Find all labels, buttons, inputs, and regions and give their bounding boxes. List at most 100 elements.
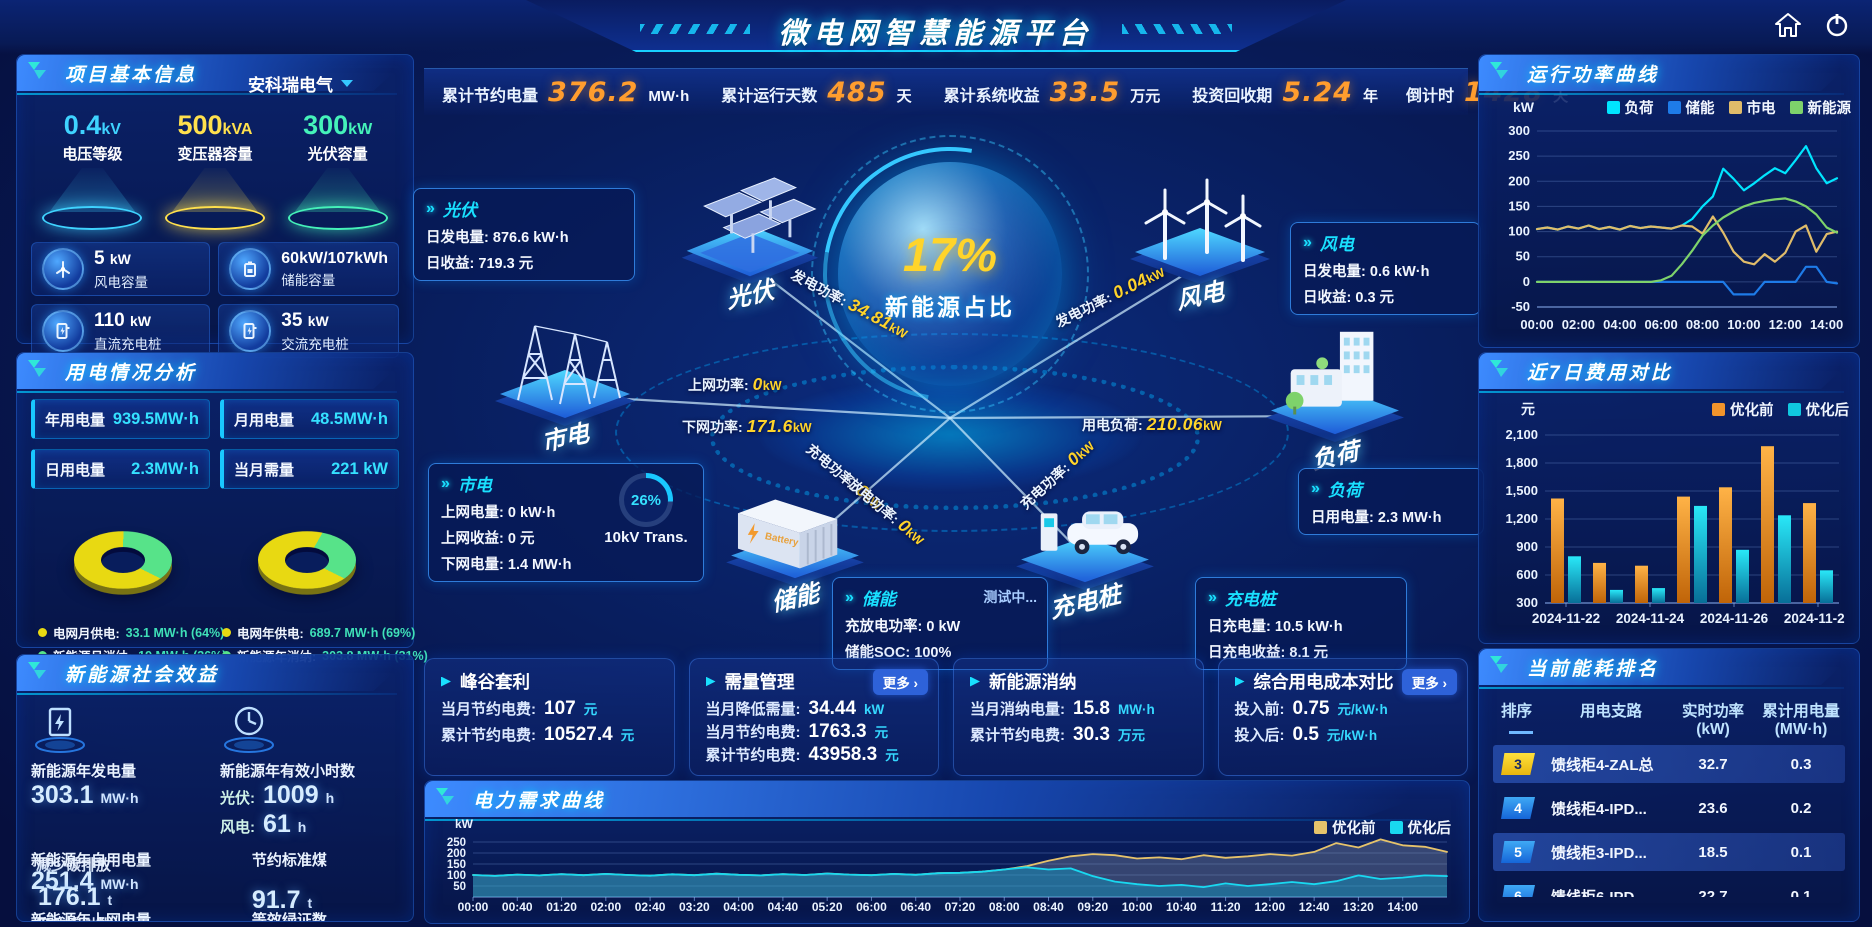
home-icon[interactable] (1774, 12, 1802, 38)
panel-title: 运行功率曲线 (1527, 64, 1660, 86)
summary-cards-row: 峰谷套利 当月节约电费: 107 元 累计节约电费: 10527.4 元 需量管理 更多… (424, 658, 1468, 776)
corner-glyph-icon (970, 676, 980, 687)
ranking-table-body[interactable]: 3 馈线柜4-ZAL总 32.7 0.3 4 馈线柜4-IPD... 23.6 0.2 5 馈线柜… (1493, 745, 1845, 897)
svg-text:03:20: 03:20 (679, 900, 710, 914)
stat-transformer-capacity: 500kVA 变压器容量 (159, 110, 271, 230)
svg-text:1,500: 1,500 (1505, 483, 1538, 498)
ranking-row[interactable]: 5 馈线柜3-IPD... 18.5 0.1 (1493, 833, 1845, 871)
stat-month-demand: 当月需量 221 kW (220, 449, 399, 489)
col-rank: 排序 (1493, 699, 1551, 734)
legend-item[interactable]: 优化前 (1314, 817, 1376, 838)
flow-load-power: 用电负荷: 210.06kW (1082, 414, 1222, 434)
node-load[interactable]: 负荷 (1255, 318, 1415, 475)
power-tower-icon (495, 325, 635, 426)
svg-text:200: 200 (1508, 173, 1530, 188)
svg-text:600: 600 (1516, 567, 1538, 582)
benefit-self-use: 新能源年自用电量 减少碳排放 251.4 MW·h 176.1 t (31, 852, 152, 911)
legend-item[interactable]: 储能 (1667, 97, 1715, 118)
svg-text:07:20: 07:20 (945, 900, 976, 914)
header-decor-left (640, 24, 750, 34)
arrow-icon: » (845, 588, 854, 606)
more-button[interactable]: 更多 › (1401, 669, 1457, 695)
charging-pile-icon (42, 310, 84, 352)
arrow-icon: » (1311, 479, 1320, 497)
panel-header: 电力需求曲线 (425, 781, 1469, 821)
legend-item[interactable]: 优化后 (1389, 817, 1451, 838)
svg-text:04:40: 04:40 (768, 900, 799, 914)
svg-text:100: 100 (1508, 224, 1530, 239)
corner-glyph-icon (1234, 676, 1245, 687)
spotlight-stats: 0.4kV 电压等级 500kVA 变压器容量 300kW 光伏容量 (31, 110, 399, 230)
ranking-row[interactable]: 4 馈线柜4-IPD... 23.6 0.2 (1493, 789, 1845, 827)
realtime-power: 22.7 (1698, 887, 1728, 898)
legend-item[interactable]: 新能源 (1789, 97, 1851, 118)
col-energy: 累计用电量 (MW·h) (1762, 703, 1840, 738)
panel-header: 项目基本信息 (17, 55, 413, 95)
legend-item[interactable]: 负荷 (1606, 97, 1654, 118)
donut-year-chart: 电网年供电:689.7 MW·h (69%) 新能源年消纳:303.8 MW·h… (222, 505, 428, 665)
branch-name: 馈线柜3-IPD... (1551, 844, 1647, 862)
svg-text:300: 300 (1516, 595, 1538, 610)
light-cone (171, 168, 258, 212)
svg-text:00:00: 00:00 (458, 900, 489, 914)
ranking-table-header: 排序 用电支路 实时功率 (kW) 累计用电量 (MW·h) (1493, 699, 1845, 739)
svg-text:200: 200 (447, 848, 466, 860)
light-cone (49, 168, 136, 212)
more-button[interactable]: 更多 › (872, 669, 928, 695)
legend-swatch (1728, 101, 1742, 114)
panel-cost-compare-7d: 近7日费用对比 元 优化前 优化后 300 600 900 1,200 1,500 1,80… (1478, 352, 1860, 644)
stat-month-usage: 月用电量 48.5MW·h (220, 399, 399, 439)
panel-renewable-benefits: 新能源社会效益 新能源年发电量 303.1 MW·h (16, 654, 414, 922)
card-renewable-consumption: 新能源消纳 当月消纳电量: 15.8 MW·h 累计节约电费: 30.3 万元 (953, 658, 1204, 776)
ranking-row[interactable]: 3 馈线柜4-ZAL总 32.7 0.3 (1493, 745, 1845, 783)
benefit-generation: 新能源年发电量 303.1 MW·h (31, 701, 210, 839)
kpi-revenue: 累计系统收益 33.5 万元 (943, 76, 1161, 108)
svg-text:13:20: 13:20 (1343, 900, 1374, 914)
svg-text:02:00: 02:00 (1562, 317, 1595, 332)
transformer-load-ring: 26% (619, 473, 673, 527)
cumulative-energy: 0.3 (1790, 755, 1812, 773)
company-dropdown[interactable]: 安科瑞电气 (248, 71, 353, 96)
card-grid: » 市电 上网电量: 0 kW·h 上网收益: 0 元 下网电量: 1.4 MW·… (428, 463, 704, 582)
panel-title: 近7日费用对比 (1527, 362, 1673, 384)
node-storage[interactable]: Battery 储能 (715, 470, 875, 617)
svg-text:10:40: 10:40 (1166, 900, 1197, 914)
branch-name: 馈线柜4-IPD... (1551, 800, 1647, 818)
svg-text:08:40: 08:40 (1033, 900, 1064, 914)
card-load: » 负荷 日用电量: 2.3 MW·h (1298, 468, 1484, 535)
svg-text:04:00: 04:00 (1603, 317, 1636, 332)
legend-item[interactable]: 市电 (1728, 97, 1776, 118)
stat-voltage-level: 0.4kV 电压等级 (36, 110, 148, 230)
tile-storage-capacity: 60kW/107kWh 储能容量 (218, 242, 399, 296)
panel-corner-icon (1490, 360, 1508, 377)
panel-header: 近7日费用对比 (1479, 353, 1859, 393)
legend-item[interactable]: 优化后 (1787, 399, 1849, 420)
power-icon[interactable] (1824, 12, 1850, 38)
node-pv[interactable]: 光伏 (670, 173, 830, 314)
node-wind[interactable]: 风电 (1120, 166, 1280, 315)
svg-text:10:00: 10:00 (1122, 900, 1153, 914)
chart-legend: 负荷 储能 市电 新能源 (1606, 97, 1851, 118)
svg-text:14:00: 14:00 (1810, 317, 1843, 332)
renewable-share-value: 17% (902, 227, 998, 281)
header-dash (1509, 731, 1533, 734)
svg-text:900: 900 (1516, 539, 1538, 554)
svg-text:14:00: 14:00 (1387, 900, 1418, 914)
panel-header: 用电情况分析 (17, 353, 413, 393)
ranking-row[interactable]: 6 馈线柜6-IPD 22.7 0.1 (1493, 877, 1845, 897)
node-charger[interactable]: 充电桩 (1005, 474, 1165, 624)
stat-pv-capacity: 300kW 光伏容量 (282, 110, 394, 230)
svg-text:06:00: 06:00 (856, 900, 887, 914)
branch-name: 馈线柜6-IPD (1551, 888, 1635, 898)
node-grid[interactable]: 市电 (485, 308, 645, 457)
tile-ac-charger: 35 kW 交流充电桩 (218, 304, 399, 358)
legend-item[interactable]: 优化前 (1712, 399, 1774, 420)
panel-header: 当前能耗排名 (1479, 649, 1859, 689)
svg-text:100: 100 (447, 870, 466, 882)
col-power: 实时功率 (kW) (1681, 703, 1744, 738)
donut-month (74, 531, 172, 589)
svg-text:150: 150 (1508, 198, 1530, 213)
rank-badge: 4 (1501, 797, 1535, 819)
